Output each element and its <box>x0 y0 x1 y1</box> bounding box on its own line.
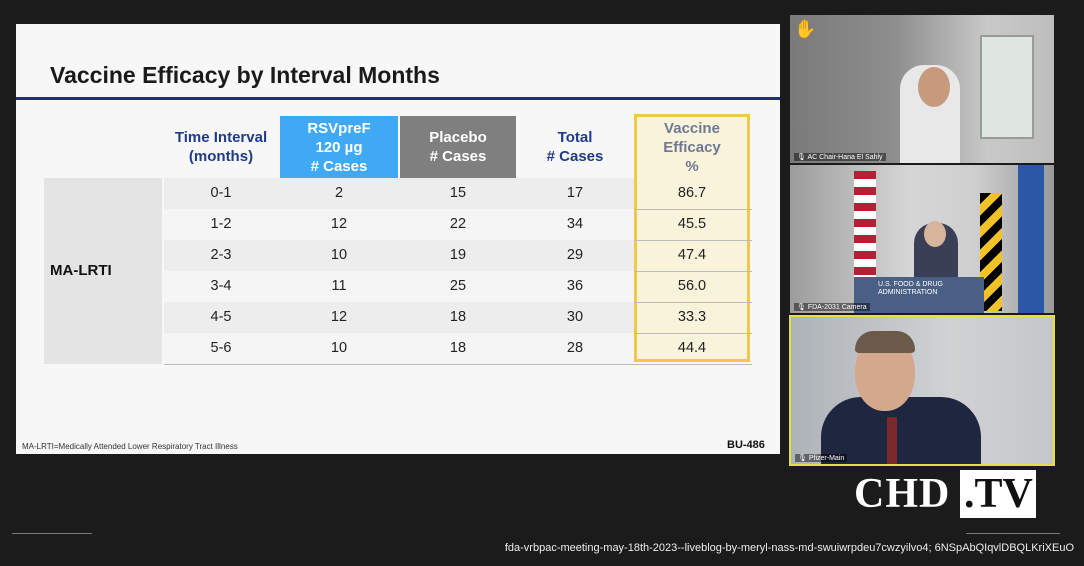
person-figure <box>821 397 981 464</box>
participant-video-2[interactable]: U.S. FOOD & DRUG ADMINISTRATION 🎙 FDA-20… <box>790 165 1054 313</box>
logo-chd: CHD <box>854 471 951 517</box>
group-column <box>44 178 162 364</box>
window-frame <box>980 35 1034 139</box>
participant-label-1: 🎙 AC Chair-Hana El Sahly <box>794 153 886 161</box>
us-flag-icon <box>854 171 876 291</box>
presentation-slide: Vaccine Efficacy by Interval Months Time… <box>16 24 780 454</box>
participant-label-2: 🎙 FDA-2031 Camera <box>794 303 870 311</box>
cell-placebo-cases: 15 <box>449 185 467 201</box>
cell-vaccine-efficacy: 45.5 <box>677 216 707 232</box>
cell-vaccine-efficacy: 44.4 <box>677 340 707 356</box>
logo-tv: .TV <box>964 471 1033 517</box>
slide-footnote: MA-LRTI=Medically Attended Lower Respira… <box>22 442 238 451</box>
slide-title: Vaccine Efficacy by Interval Months <box>50 62 440 88</box>
chd-tv-logo: CHD .TV <box>854 466 1064 522</box>
cell-total-cases: 30 <box>566 309 584 325</box>
raised-hand-icon: ✋ <box>794 19 817 39</box>
cell-rsvpref-cases: 2 <box>334 185 344 201</box>
cell-vaccine-efficacy: 47.4 <box>677 247 707 263</box>
table-row <box>164 333 634 364</box>
microphone-icon: 🎙 <box>797 154 808 161</box>
table-row <box>164 302 634 333</box>
cell-total-cases: 29 <box>566 247 584 263</box>
col-header-placebo: Placebo # Cases <box>400 116 516 178</box>
participant-label-3: 🎙 Pfizer-Main <box>795 454 848 462</box>
cell-rsvpref-cases: 10 <box>330 247 348 263</box>
microphone-icon: 🎙 <box>798 455 809 462</box>
cell-vaccine-efficacy: 33.3 <box>677 309 707 325</box>
title-rule <box>16 97 780 100</box>
divider-line <box>966 533 1060 534</box>
cell-time-interval: 1-2 <box>210 216 232 232</box>
video-caption: fda-vrbpac-meeting-may-18th-2023--livebl… <box>504 542 1074 554</box>
row-divider <box>164 364 752 365</box>
cell-placebo-cases: 18 <box>449 340 467 356</box>
logo-tv-box <box>960 470 1036 518</box>
participant-video-1[interactable]: ✋ 🎙 AC Chair-Hana El Sahly <box>790 15 1054 163</box>
hhs-flag-icon <box>1018 165 1044 313</box>
cell-time-interval: 4-5 <box>210 309 232 325</box>
col-header-total: Total # Cases <box>546 129 604 165</box>
cell-time-interval: 3-4 <box>210 278 232 294</box>
col-header-rsvpref: RSVpreF 120 µg # Cases <box>280 116 398 178</box>
maryland-flag-icon <box>980 193 1002 311</box>
cell-placebo-cases: 19 <box>449 247 467 263</box>
podium: U.S. FOOD & DRUG ADMINISTRATION <box>854 277 984 313</box>
cell-total-cases: 28 <box>566 340 584 356</box>
cell-rsvpref-cases: 10 <box>330 340 348 356</box>
cell-total-cases: 34 <box>566 216 584 232</box>
cell-time-interval: 0-1 <box>210 185 232 201</box>
cell-vaccine-efficacy: 56.0 <box>677 278 707 294</box>
podium-text: U.S. FOOD & DRUG ADMINISTRATION <box>878 281 943 296</box>
table-row <box>164 209 634 240</box>
person-head <box>918 67 950 107</box>
col-header-time-interval: Time Interval (months) <box>174 129 268 165</box>
divider-line <box>12 533 92 534</box>
table-row <box>164 271 634 302</box>
cell-rsvpref-cases: 12 <box>330 309 348 325</box>
vaccine-efficacy-highlight <box>634 114 750 362</box>
cell-rsvpref-cases: 11 <box>331 278 347 294</box>
col-header-vaccine-efficacy: Vaccine Efficacy % <box>663 119 721 175</box>
cell-rsvpref-cases: 12 <box>330 216 348 232</box>
table-row <box>164 178 634 209</box>
cell-vaccine-efficacy: 86.7 <box>677 185 707 201</box>
slide-number: BU-486 <box>727 439 765 451</box>
participant-video-3[interactable]: 🎙 Pfizer-Main <box>789 315 1055 466</box>
cell-time-interval: 5-6 <box>210 340 232 356</box>
cell-placebo-cases: 25 <box>449 278 467 294</box>
cell-placebo-cases: 18 <box>449 309 467 325</box>
cell-total-cases: 17 <box>566 185 584 201</box>
cell-total-cases: 36 <box>566 278 584 294</box>
person-hair <box>855 331 915 353</box>
microphone-icon: 🎙 <box>797 304 808 311</box>
cell-time-interval: 2-3 <box>210 247 232 263</box>
tie <box>887 417 897 464</box>
table-row <box>164 240 634 271</box>
group-label: MA-LRTI <box>50 262 112 279</box>
person-head <box>924 221 946 247</box>
cell-placebo-cases: 22 <box>449 216 467 232</box>
